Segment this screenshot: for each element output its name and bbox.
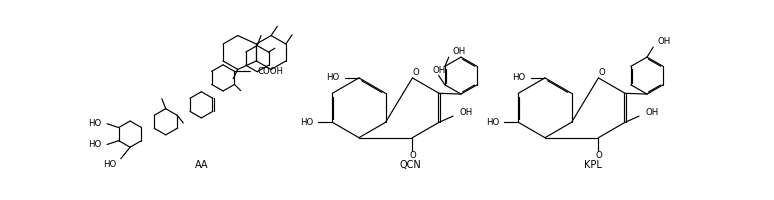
Text: O: O [413, 68, 420, 77]
Text: OH: OH [658, 37, 671, 46]
Text: HO: HO [88, 140, 101, 149]
Text: HO: HO [512, 73, 526, 82]
Text: KPL: KPL [584, 160, 601, 170]
Text: QCN: QCN [399, 160, 422, 170]
Text: OH: OH [453, 47, 466, 56]
Text: HO: HO [300, 118, 313, 127]
Text: OH: OH [432, 66, 445, 75]
Text: HO: HO [103, 160, 116, 169]
Text: COOH: COOH [258, 67, 284, 76]
Text: AA: AA [194, 160, 208, 170]
Text: OH: OH [646, 108, 659, 117]
Text: OH: OH [460, 108, 473, 117]
Text: O: O [409, 151, 416, 160]
Text: HO: HO [327, 73, 340, 82]
Text: HO: HO [486, 118, 499, 127]
Text: O: O [595, 151, 602, 160]
Text: O: O [599, 68, 606, 77]
Text: HO: HO [88, 119, 101, 128]
